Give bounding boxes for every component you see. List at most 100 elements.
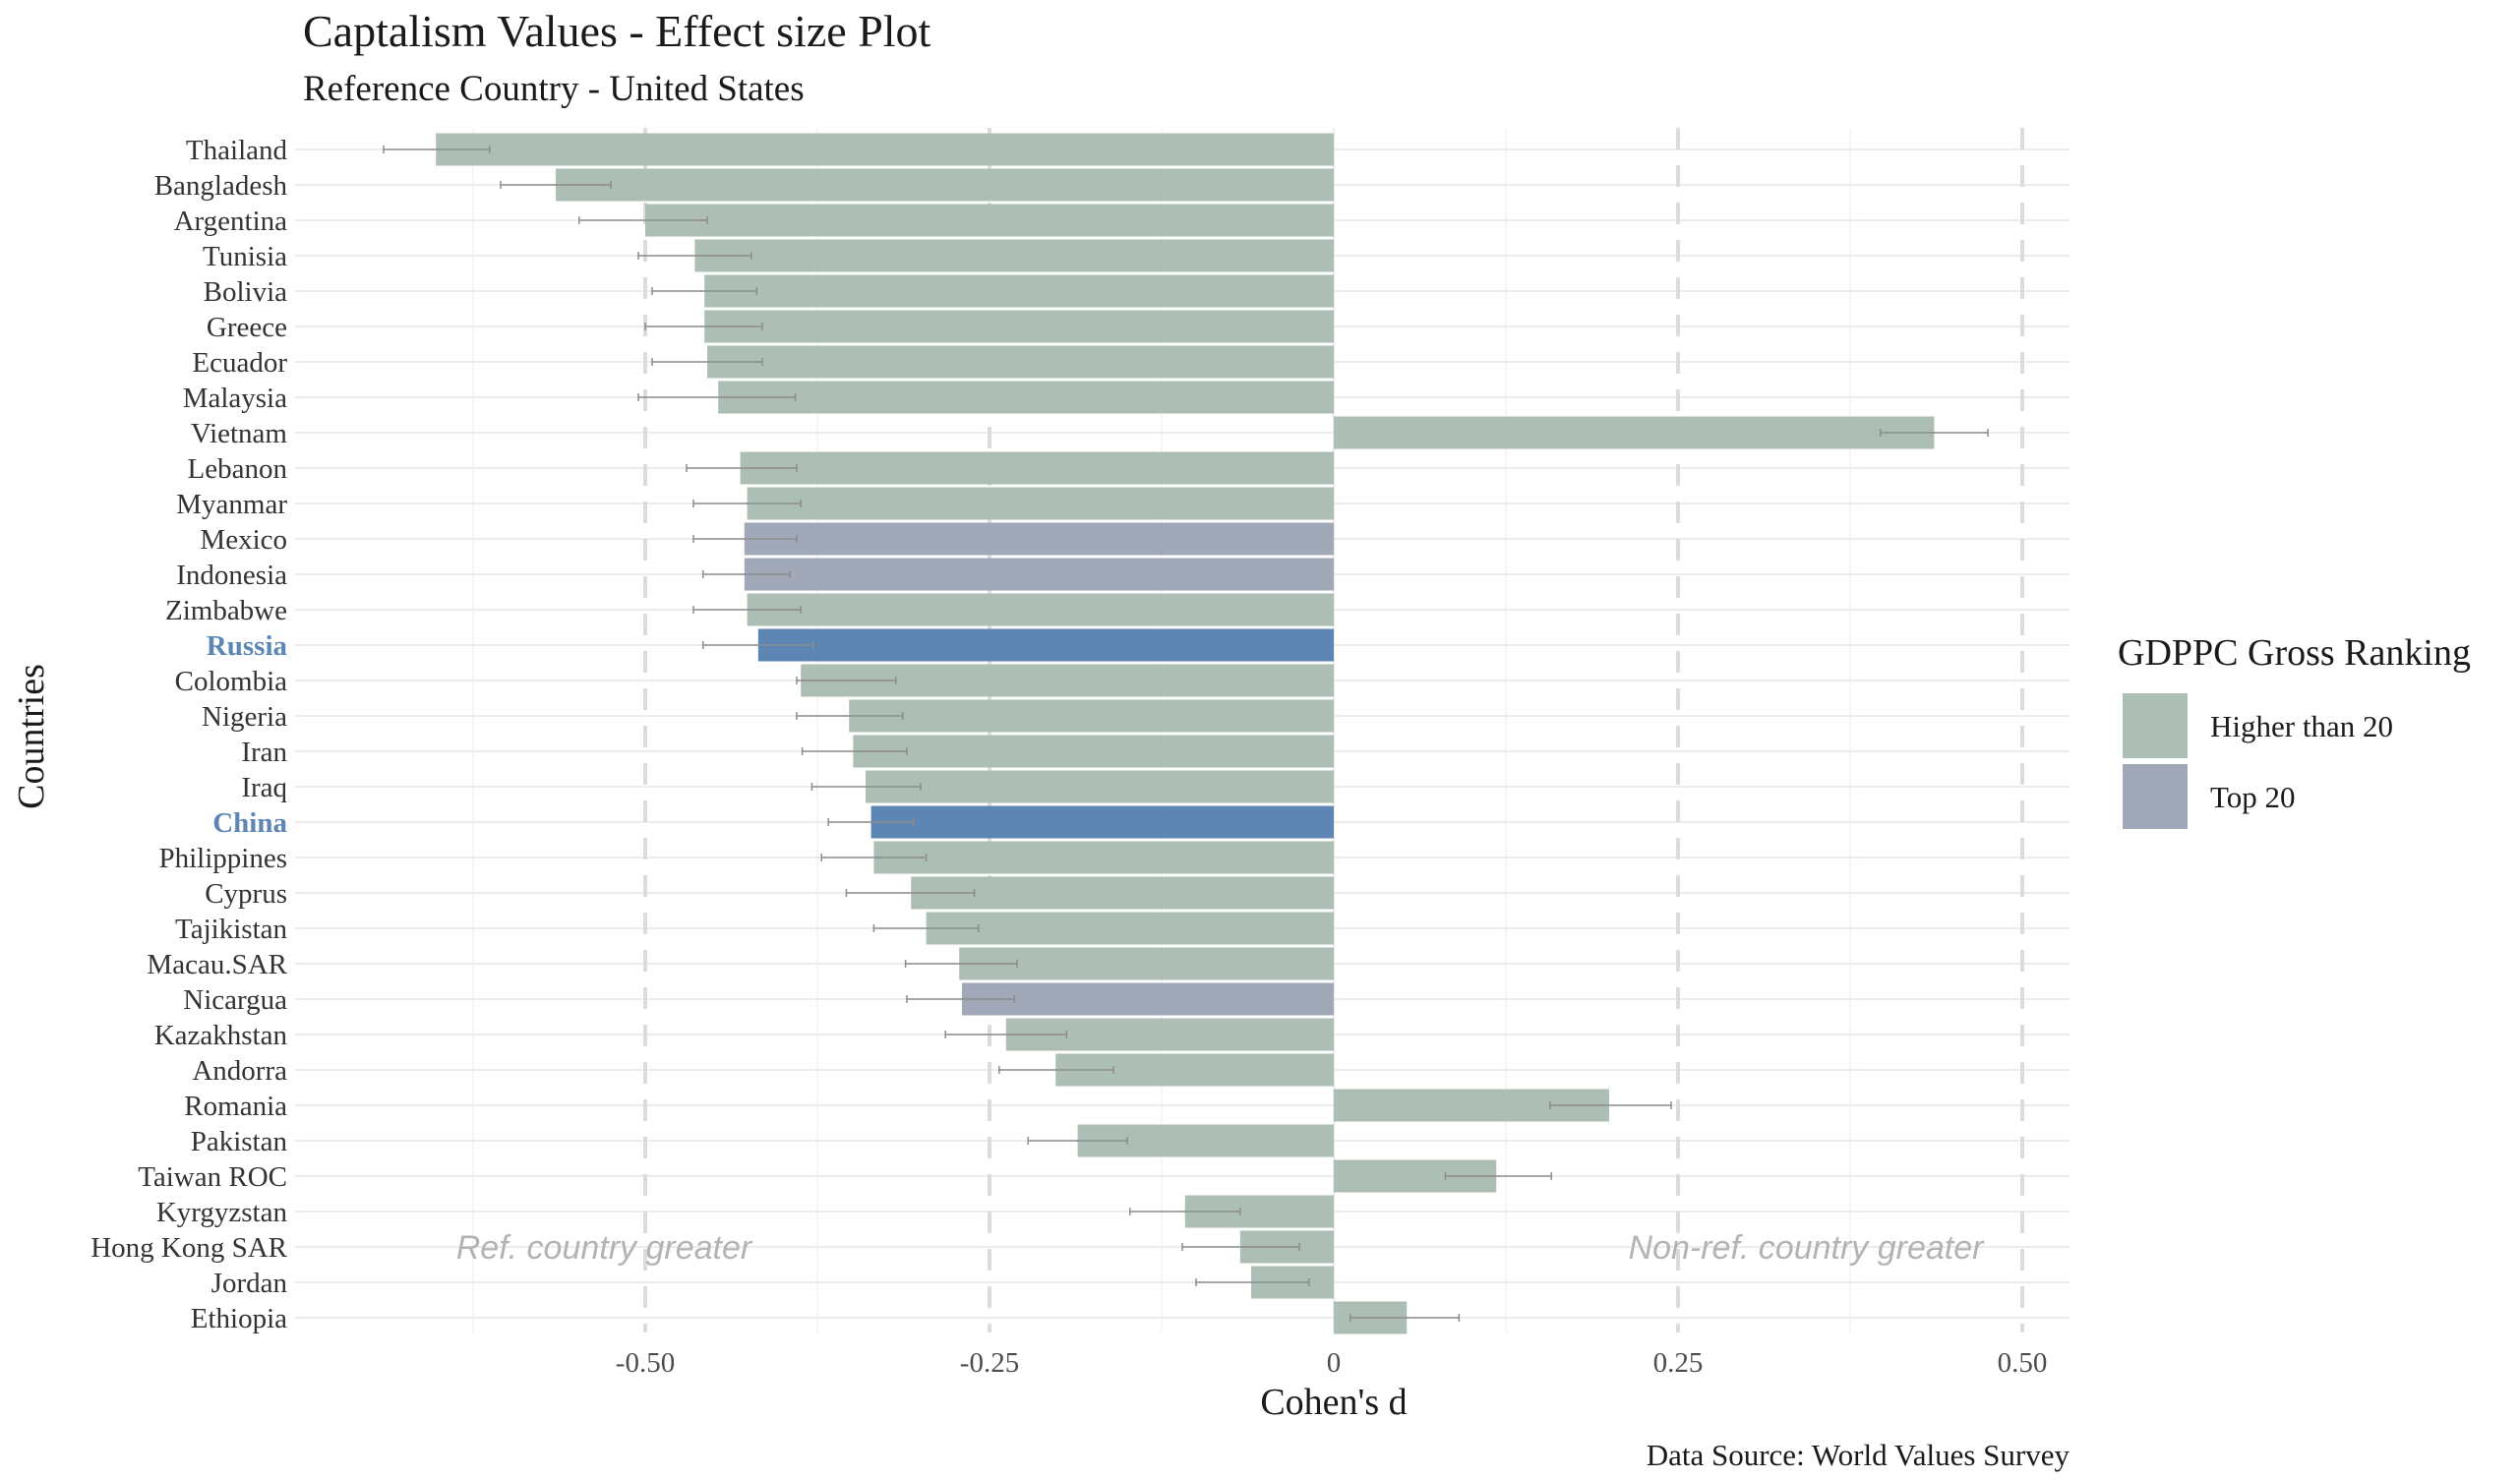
chart-subtitle: Reference Country - United States bbox=[303, 69, 805, 109]
y-tick-label-tunisia: Tunisia bbox=[203, 241, 287, 272]
bar-nigeria bbox=[849, 699, 1334, 733]
y-tick-label-philippines: Philippines bbox=[158, 843, 287, 874]
y-tick-label-russia: Russia bbox=[207, 630, 288, 662]
y-tick-label-ecuador: Ecuador bbox=[192, 347, 287, 379]
x-tick-labels: -0.50 -0.25 0 0.25 0.50 bbox=[616, 1347, 2048, 1379]
y-tick-label-nicargua: Nicargua bbox=[183, 984, 287, 1016]
x-tick-label: 0.50 bbox=[1998, 1347, 2048, 1379]
y-tick-label-bolivia: Bolivia bbox=[204, 276, 288, 308]
y-tick-label-macau-sar: Macau.SAR bbox=[147, 949, 287, 980]
error-bar-kyrgyzstan bbox=[1129, 1208, 1241, 1215]
bar-greece bbox=[704, 310, 1334, 343]
error-bar-bolivia bbox=[651, 287, 758, 295]
y-tick-label-romania: Romania bbox=[184, 1091, 287, 1122]
bar-nicargua bbox=[962, 982, 1334, 1016]
y-tick-label-kazakhstan: Kazakhstan bbox=[154, 1020, 288, 1051]
y-tick-label-myanmar: Myanmar bbox=[176, 489, 287, 520]
bar-russia bbox=[757, 628, 1334, 662]
y-tick-label-greece: Greece bbox=[207, 312, 287, 343]
bar-ecuador bbox=[707, 345, 1334, 379]
bar-vietnam bbox=[1334, 416, 1935, 449]
bar-myanmar bbox=[747, 487, 1334, 520]
error-bar-iraq bbox=[810, 783, 922, 791]
y-tick-label-malaysia: Malaysia bbox=[183, 383, 287, 414]
bar-zimbabwe bbox=[747, 593, 1334, 626]
x-tick-label: -0.50 bbox=[616, 1347, 675, 1379]
bar-lebanon bbox=[740, 451, 1334, 485]
bar-philippines bbox=[873, 841, 1334, 874]
error-bar-thailand bbox=[383, 146, 491, 153]
error-bar-andorra bbox=[998, 1066, 1114, 1074]
legend-title: GDPPC Gross Ranking bbox=[2118, 632, 2471, 674]
y-tick-label-andorra: Andorra bbox=[192, 1055, 287, 1087]
legend-swatch-top-20 bbox=[2123, 764, 2188, 829]
error-bar-china bbox=[827, 818, 915, 826]
error-bar-greece bbox=[644, 323, 763, 330]
annotation-ref-greater: Ref. country greater bbox=[456, 1229, 753, 1267]
y-tick-label-nigeria: Nigeria bbox=[202, 701, 287, 733]
y-tick-label-hong-kong-sar: Hong Kong SAR bbox=[90, 1232, 287, 1264]
y-tick-label-iran: Iran bbox=[241, 737, 287, 768]
y-tick-label-bangladesh: Bangladesh bbox=[154, 170, 288, 202]
bar-china bbox=[870, 805, 1334, 839]
error-bar-ecuador bbox=[651, 358, 763, 366]
bar-tajikistan bbox=[926, 912, 1334, 945]
y-tick-label-colombia: Colombia bbox=[175, 666, 288, 697]
error-bar-kazakhstan bbox=[944, 1031, 1068, 1038]
y-tick-label-taiwan-roc: Taiwan ROC bbox=[138, 1161, 287, 1193]
x-axis-label: Cohen's d bbox=[1260, 1382, 1407, 1423]
bar-argentina bbox=[645, 204, 1334, 237]
y-tick-label-indonesia: Indonesia bbox=[176, 560, 287, 591]
bar-iraq bbox=[866, 770, 1334, 803]
error-bar-lebanon bbox=[686, 464, 798, 472]
error-bar-hong-kong-sar bbox=[1181, 1243, 1300, 1251]
y-tick-label-argentina: Argentina bbox=[174, 206, 288, 237]
error-bar-nicargua bbox=[906, 995, 1015, 1003]
error-bar-argentina bbox=[578, 216, 708, 224]
error-bar-russia bbox=[702, 641, 814, 649]
y-tick-label-lebanon: Lebanon bbox=[188, 453, 288, 485]
bar-malaysia bbox=[718, 381, 1334, 414]
error-bar-nigeria bbox=[796, 712, 904, 720]
y-tick-label-china: China bbox=[212, 807, 287, 839]
error-bar-colombia bbox=[796, 677, 897, 684]
error-bar-mexico bbox=[692, 535, 798, 543]
error-bar-zimbabwe bbox=[692, 606, 802, 614]
y-tick-label-jordan: Jordan bbox=[211, 1268, 288, 1299]
legend-swatch-higher-than-20 bbox=[2123, 693, 2188, 758]
error-bar-taiwan-roc bbox=[1444, 1172, 1552, 1180]
error-bar-macau-sar bbox=[904, 960, 1018, 968]
legend-label-top-20: Top 20 bbox=[2210, 780, 2296, 814]
x-tick-label: 0 bbox=[1327, 1347, 1342, 1379]
bar-indonesia bbox=[744, 558, 1334, 591]
y-tick-label-iraq: Iraq bbox=[241, 772, 287, 803]
y-tick-label-thailand: Thailand bbox=[186, 135, 288, 166]
error-bar-malaysia bbox=[637, 393, 797, 401]
error-bar-jordan bbox=[1195, 1278, 1310, 1286]
bar-cyprus bbox=[911, 876, 1334, 910]
bar-tunisia bbox=[694, 239, 1334, 272]
y-tick-label-ethiopia: Ethiopia bbox=[191, 1303, 287, 1334]
error-bar-bangladesh bbox=[500, 181, 612, 189]
y-tick-label-cyprus: Cyprus bbox=[205, 878, 287, 910]
error-bar-cyprus bbox=[845, 889, 976, 897]
bar-macau-sar bbox=[959, 947, 1334, 980]
bar-mexico bbox=[744, 522, 1334, 556]
x-tick-label: 0.25 bbox=[1653, 1347, 1704, 1379]
annotation-layer: Ref. country greater Non-ref. country gr… bbox=[456, 1229, 1985, 1267]
error-bar-ethiopia bbox=[1350, 1314, 1461, 1322]
y-tick-label-zimbabwe: Zimbabwe bbox=[165, 595, 287, 626]
error-bar-romania bbox=[1549, 1101, 1672, 1109]
annotation-nonref-greater: Non-ref. country greater bbox=[1629, 1229, 1986, 1267]
error-bar-pakistan bbox=[1027, 1137, 1128, 1145]
bars-layer bbox=[436, 133, 1935, 1334]
bar-iran bbox=[853, 735, 1334, 768]
error-bar-tajikistan bbox=[872, 924, 980, 932]
legend: GDPPC Gross Ranking Higher than 20 Top 2… bbox=[2118, 632, 2471, 829]
y-tick-label-pakistan: Pakistan bbox=[191, 1126, 288, 1157]
error-bar-tunisia bbox=[637, 252, 752, 260]
error-bar-philippines bbox=[820, 854, 928, 861]
legend-label-higher-than-20: Higher than 20 bbox=[2210, 709, 2393, 743]
error-bar-myanmar bbox=[692, 500, 802, 507]
